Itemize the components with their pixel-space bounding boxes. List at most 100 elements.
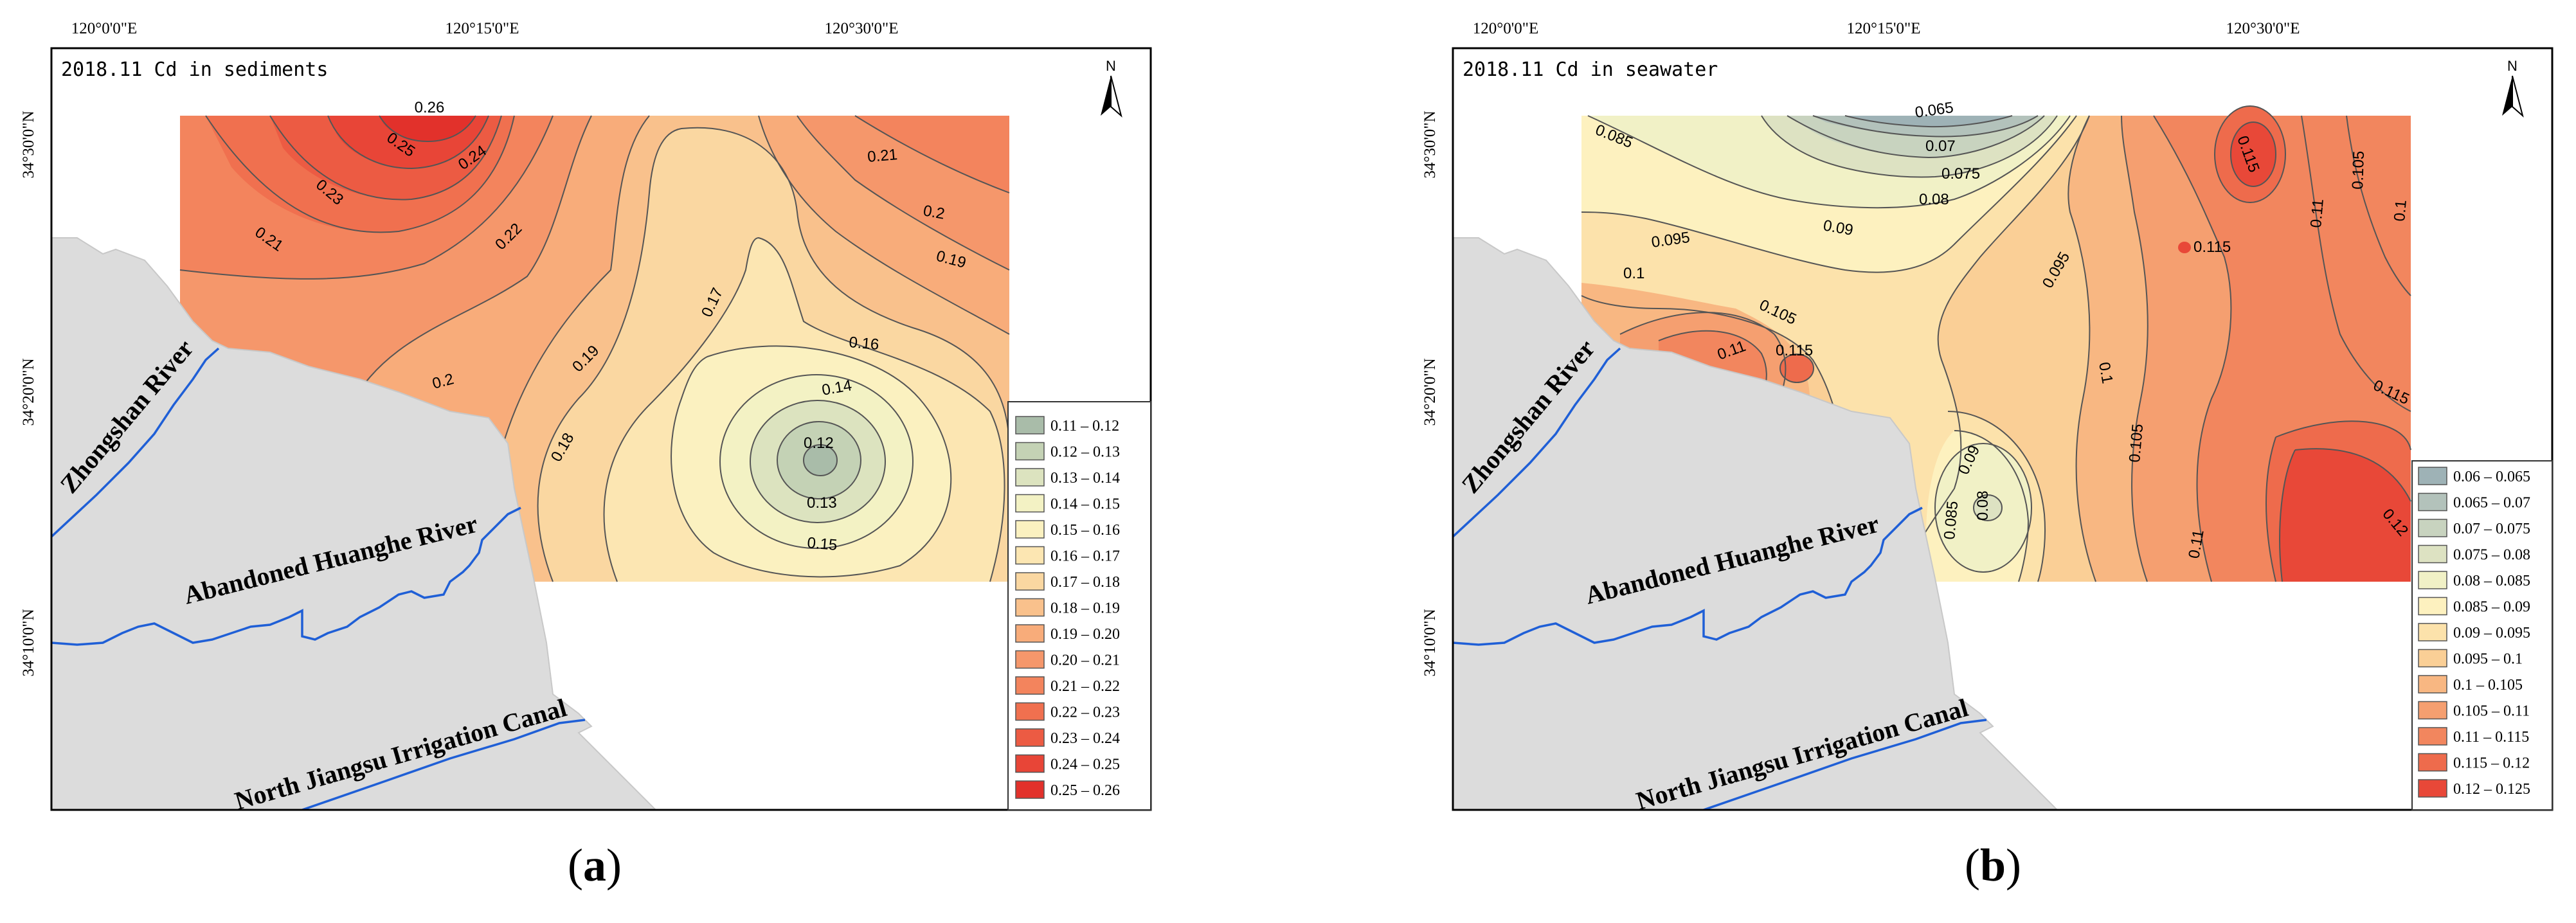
legend-label: 0.25 – 0.26 bbox=[1050, 782, 1120, 799]
legend-swatch bbox=[2418, 492, 2447, 512]
lat-label: 34°20'0"N bbox=[20, 358, 37, 426]
legend-label: 0.105 – 0.11 bbox=[2453, 703, 2530, 720]
contour-line bbox=[2230, 121, 2276, 187]
legend-swatch bbox=[1015, 520, 1045, 539]
legend-swatch bbox=[1015, 494, 1045, 513]
north-arrow-icon: N bbox=[2502, 58, 2524, 118]
contour-line bbox=[2067, 115, 2096, 582]
map-frame bbox=[1452, 47, 2553, 811]
lon-label: 120°30'0"E bbox=[2226, 20, 2300, 37]
legend-swatch bbox=[1015, 442, 1045, 461]
legend-label: 0.14 – 0.15 bbox=[1050, 496, 1120, 513]
contour-line bbox=[1761, 115, 2058, 178]
contour-line bbox=[1947, 411, 2046, 582]
contour-line bbox=[2275, 420, 2411, 451]
rivers bbox=[51, 347, 586, 810]
legend-label: 0.1 – 0.105 bbox=[2453, 677, 2523, 694]
contour-value-label: 0.085 bbox=[1941, 500, 1961, 540]
land-mass bbox=[1453, 237, 2058, 810]
contour-value-label: 0.12 bbox=[804, 435, 834, 452]
legend-label: 0.18 – 0.19 bbox=[1050, 600, 1120, 617]
legend-label: 0.24 – 0.25 bbox=[1050, 757, 1120, 773]
contour-line bbox=[1812, 115, 2039, 138]
contour-value-label: 0.2 bbox=[922, 202, 946, 222]
contour-value-label: 0.21 bbox=[867, 146, 898, 166]
contour-line bbox=[1902, 115, 2090, 582]
legend-swatch bbox=[2418, 649, 2447, 668]
contour-value-label: 0.115 bbox=[2193, 238, 2231, 256]
map-panel-seawater: 120°0'0"E 120°15'0"E 120°30'0"E 34°30'0"… bbox=[1421, 20, 2553, 811]
legend-label: 0.06 – 0.065 bbox=[2453, 469, 2530, 485]
contour-fill bbox=[1780, 354, 1814, 382]
legend-label: 0.115 – 0.12 bbox=[2453, 755, 2530, 772]
legend-swatch bbox=[1015, 650, 1045, 669]
legend-swatch bbox=[1015, 728, 1045, 747]
legend-label: 0.085 – 0.09 bbox=[2453, 599, 2530, 616]
contour-line bbox=[2301, 115, 2411, 412]
legend-swatch bbox=[1015, 546, 1045, 565]
legend-swatch bbox=[1015, 468, 1045, 487]
legend-label: 0.16 – 0.17 bbox=[1050, 548, 1120, 565]
lat-label: 34°10'0"N bbox=[20, 609, 37, 676]
legend-swatch bbox=[1015, 754, 1045, 773]
contour-line bbox=[1787, 115, 2045, 159]
contour-line bbox=[379, 115, 476, 143]
contour-line bbox=[2214, 105, 2286, 203]
contour-line bbox=[719, 374, 914, 549]
contour-line bbox=[1934, 443, 2032, 573]
legend-label: 0.11 – 0.12 bbox=[1050, 418, 1119, 435]
contour-line bbox=[603, 237, 1005, 582]
contour-line bbox=[671, 345, 952, 578]
legend-label: 0.19 – 0.20 bbox=[1050, 626, 1120, 643]
panel-caption: (b) bbox=[1964, 839, 2021, 891]
contour-value-label: 0.26 bbox=[415, 99, 445, 116]
contour-value-label: 0.11 bbox=[2307, 198, 2327, 228]
contour-line bbox=[2346, 115, 2411, 296]
legend-label: 0.20 – 0.21 bbox=[1050, 652, 1120, 669]
contour-fill bbox=[2280, 449, 2411, 582]
contour-value-label: 0.07 bbox=[1925, 138, 1956, 155]
contour-line bbox=[1973, 494, 2003, 521]
contour-line bbox=[488, 115, 650, 582]
contour-fill bbox=[2231, 122, 2276, 186]
contour-line bbox=[2153, 115, 2232, 582]
river-line bbox=[51, 347, 220, 538]
legend-label: 0.07 – 0.075 bbox=[2453, 521, 2530, 537]
contour-line bbox=[180, 115, 592, 412]
river-line bbox=[302, 719, 586, 810]
lon-label: 120°15'0"E bbox=[1847, 20, 1921, 37]
contour-line bbox=[758, 115, 1010, 335]
legend-label: 0.075 – 0.08 bbox=[2453, 547, 2530, 564]
legend-swatch bbox=[2418, 544, 2447, 564]
contour-value-label: 0.16 bbox=[848, 334, 879, 354]
legend: 0.11 – 0.12 0.12 – 0.13 0.13 – 0.14 0.14 – … bbox=[1007, 401, 1151, 811]
contour-line bbox=[537, 127, 1010, 582]
legend-swatch bbox=[1015, 702, 1045, 721]
lat-label: 34°10'0"N bbox=[1421, 609, 1439, 676]
contour-lines bbox=[179, 115, 1010, 582]
contour-fill bbox=[855, 116, 1009, 193]
contour-line bbox=[1844, 115, 2013, 128]
contour-line bbox=[854, 115, 1010, 193]
contour-fill bbox=[379, 116, 476, 141]
legend-swatch bbox=[1015, 416, 1045, 435]
panel-caption: (a) bbox=[568, 839, 622, 891]
legend-label: 0.11 – 0.115 bbox=[2453, 729, 2529, 746]
contour-line bbox=[750, 400, 886, 523]
rivers bbox=[1453, 347, 1987, 810]
contour-line bbox=[777, 421, 861, 499]
legend-swatch bbox=[2418, 596, 2447, 616]
legend-swatch bbox=[2418, 675, 2447, 694]
contour-line bbox=[1587, 115, 2071, 209]
legend-swatch bbox=[2418, 753, 2447, 772]
lat-label: 34°30'0"N bbox=[1421, 111, 1439, 178]
river-line bbox=[1453, 347, 1621, 538]
contour-line bbox=[1779, 354, 1814, 383]
lon-label: 120°0'0"E bbox=[1473, 20, 1538, 37]
contour-lines bbox=[1581, 105, 2411, 582]
contour-value-label: 0.15 bbox=[806, 534, 838, 554]
contour-fill bbox=[2178, 242, 2191, 253]
map-panel-sediments: 120°0'0"E 120°15'0"E 120°30'0"E 34°30'0"… bbox=[20, 20, 1152, 811]
contour-line bbox=[803, 444, 838, 476]
legend-swatch bbox=[1015, 676, 1045, 695]
